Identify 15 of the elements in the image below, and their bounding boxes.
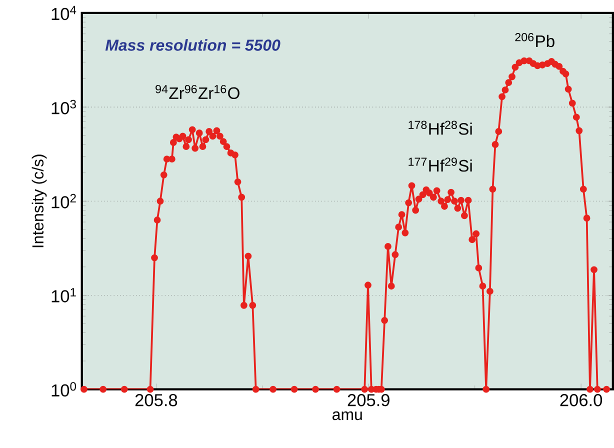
x-tick-label: 206.0 (560, 394, 602, 406)
x-axis-title: amu (332, 411, 362, 420)
annotation: $^{178}$Hf$^{28}$Si (408, 120, 472, 135)
x-tick-label: 205.9 (348, 394, 390, 406)
annotation: $^{177}$Hf$^{29}$Si (408, 157, 472, 172)
y-tick-label: 10$^{0}$ (52, 382, 76, 396)
y-axis-title: Intensity (c/s) (32, 154, 47, 248)
annotation: Mass resolution = 5500 (105, 39, 280, 51)
y-tick-label: 10$^{2}$ (52, 194, 76, 208)
annotation: $^{94}$Zr$^{96}$Zr$^{16}$O (156, 84, 240, 99)
y-tick-label: 10$^{3}$ (52, 100, 76, 114)
y-tick-label: 10$^{4}$ (52, 6, 76, 20)
x-tick-label: 205.8 (135, 394, 178, 406)
y-tick-label: 10$^{1}$ (52, 288, 76, 302)
annotation: $^{206}$Pb (515, 32, 554, 48)
